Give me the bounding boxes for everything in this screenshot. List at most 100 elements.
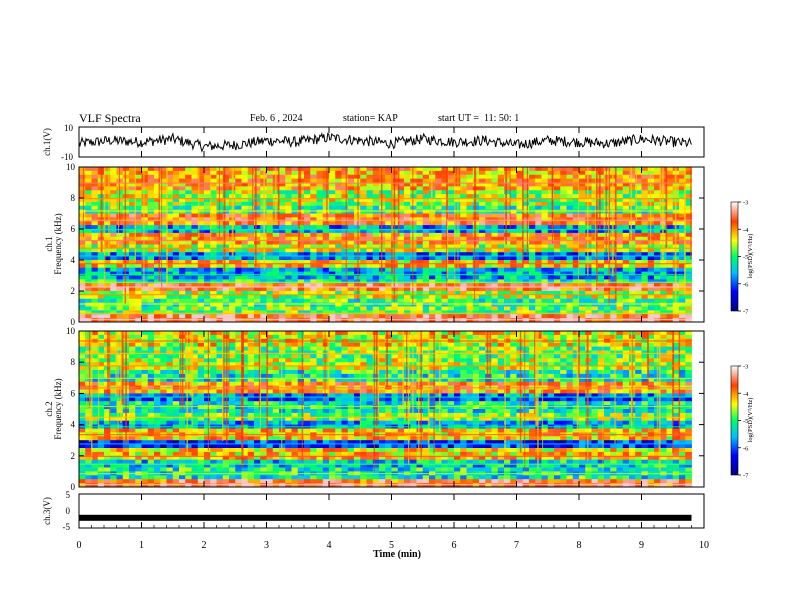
spectrogram-cell: [597, 267, 605, 273]
spectrogram-cell: [79, 287, 86, 292]
spectrogram-cell: [310, 279, 317, 284]
spectrogram-cell: [597, 302, 605, 307]
spectrogram-cell: [329, 174, 336, 180]
spectrogram-cell: [141, 291, 149, 296]
spectrogram-cell: [254, 170, 261, 176]
spectrogram-cell: [291, 350, 299, 355]
spectrogram-cell: [535, 294, 542, 300]
spectrogram-cell: [104, 271, 111, 276]
spectrogram-cell: [447, 263, 455, 269]
spectrogram-cell: [404, 167, 411, 172]
spectrogram-cell: [129, 170, 136, 176]
spectrogram-cell: [160, 236, 167, 242]
spectrogram-cell: [591, 342, 599, 347]
spectrogram-cell: [166, 263, 174, 269]
spectrogram-cell: [404, 306, 411, 311]
spectrogram-cell: [604, 350, 611, 355]
spectrogram-cell: [422, 260, 430, 265]
spectrogram-cell: [641, 256, 649, 261]
spectrogram-cell: [466, 283, 474, 288]
spectrogram-cell: [216, 366, 224, 371]
spectrogram-cell: [141, 306, 149, 311]
spectrogram-cell: [497, 260, 505, 265]
narrowband-line: [79, 318, 692, 321]
spectrogram-cell: [497, 240, 505, 245]
spectrogram-cell: [360, 260, 367, 265]
spectrogram-cell: [410, 318, 417, 323]
spectrogram-cell: [454, 186, 461, 191]
spectrogram-cell: [560, 310, 567, 315]
spectrogram-cell: [541, 256, 549, 261]
spectrogram-cell: [197, 354, 205, 359]
spectrogram-cell: [285, 283, 292, 288]
spectrogram-cell: [466, 170, 474, 176]
spectrogram-cell: [260, 346, 267, 351]
spectrogram-cell: [654, 229, 661, 234]
spectrogram-cell: [604, 186, 611, 191]
spectrogram-cell: [504, 209, 511, 214]
spectrogram-cell: [435, 205, 442, 211]
spectrogram-cell: [585, 314, 592, 319]
spectrogram-cell: [79, 170, 86, 176]
spectrogram-cell: [135, 229, 142, 234]
spectrogram-cell: [429, 232, 436, 238]
spectrogram-cell: [347, 350, 355, 355]
spectrogram-cell: [272, 252, 280, 257]
spectrogram-cell: [654, 298, 661, 304]
spectrogram-cell: [235, 198, 242, 203]
spectrogram-cell: [347, 358, 355, 363]
spectrogram-cell: [316, 350, 324, 355]
spectrogram-cell: [285, 194, 292, 199]
spectrogram-cell: [666, 244, 674, 249]
spectrogram-cell: [135, 279, 142, 284]
spectrogram-cell: [497, 263, 505, 269]
spectrogram-cell: [341, 358, 349, 363]
spectrogram-cell: [79, 366, 86, 371]
spectrogram-cell: [354, 232, 361, 238]
spectrogram-cell: [510, 252, 517, 257]
spectrogram-cell: [404, 198, 411, 203]
spectrogram-cell: [160, 306, 167, 311]
spectrogram-cell: [335, 248, 342, 253]
spectrogram-cell: [185, 252, 192, 257]
spectrogram-cell: [510, 314, 517, 319]
spectrogram-cell: [285, 314, 292, 319]
spectrogram-cell: [235, 275, 242, 280]
spectrogram-cell: [316, 318, 324, 323]
spectrogram-cell: [597, 260, 605, 265]
spectrogram-cell: [247, 358, 255, 363]
spectrogram-cell: [366, 252, 374, 257]
spectrogram-cell: [172, 167, 180, 172]
spectrogram-cell: [422, 275, 430, 280]
spectrogram-cell: [547, 310, 555, 315]
spectrogram-cell: [191, 182, 199, 187]
spectrogram-cell: [291, 182, 299, 187]
spectrogram-cell: [454, 194, 461, 199]
spectrogram-cell: [435, 334, 442, 340]
spectrogram-cell: [597, 170, 605, 176]
spectrogram-cell: [447, 244, 455, 249]
spectrogram-cell: [672, 302, 680, 307]
spectrogram-cell: [579, 170, 586, 176]
spectrogram-cell: [541, 298, 549, 304]
spectrogram-cell: [429, 240, 436, 245]
spectrogram-cell: [260, 342, 267, 347]
spectrogram-cell: [366, 225, 374, 230]
spectrogram-cell: [454, 362, 461, 367]
spectrogram-cell: [247, 350, 255, 355]
spectrogram-cell: [560, 342, 567, 347]
spectrogram-cell: [422, 174, 430, 180]
spectrogram-cell: [254, 229, 261, 234]
spectrogram-cell: [110, 287, 117, 292]
spectrogram-cell: [591, 334, 599, 340]
spectrogram-cell: [572, 267, 580, 273]
spectrogram-cell: [316, 167, 324, 172]
spectrogram-cell: [254, 331, 261, 336]
spectrogram-cell: [304, 287, 311, 292]
spectrogram-cell: [247, 256, 255, 261]
spectrogram-cell: [541, 279, 549, 284]
spectrogram-cell: [260, 275, 267, 280]
spectrogram-cell: [329, 350, 336, 355]
spectrogram-cell: [335, 201, 342, 207]
spectrogram-cell: [372, 229, 380, 234]
